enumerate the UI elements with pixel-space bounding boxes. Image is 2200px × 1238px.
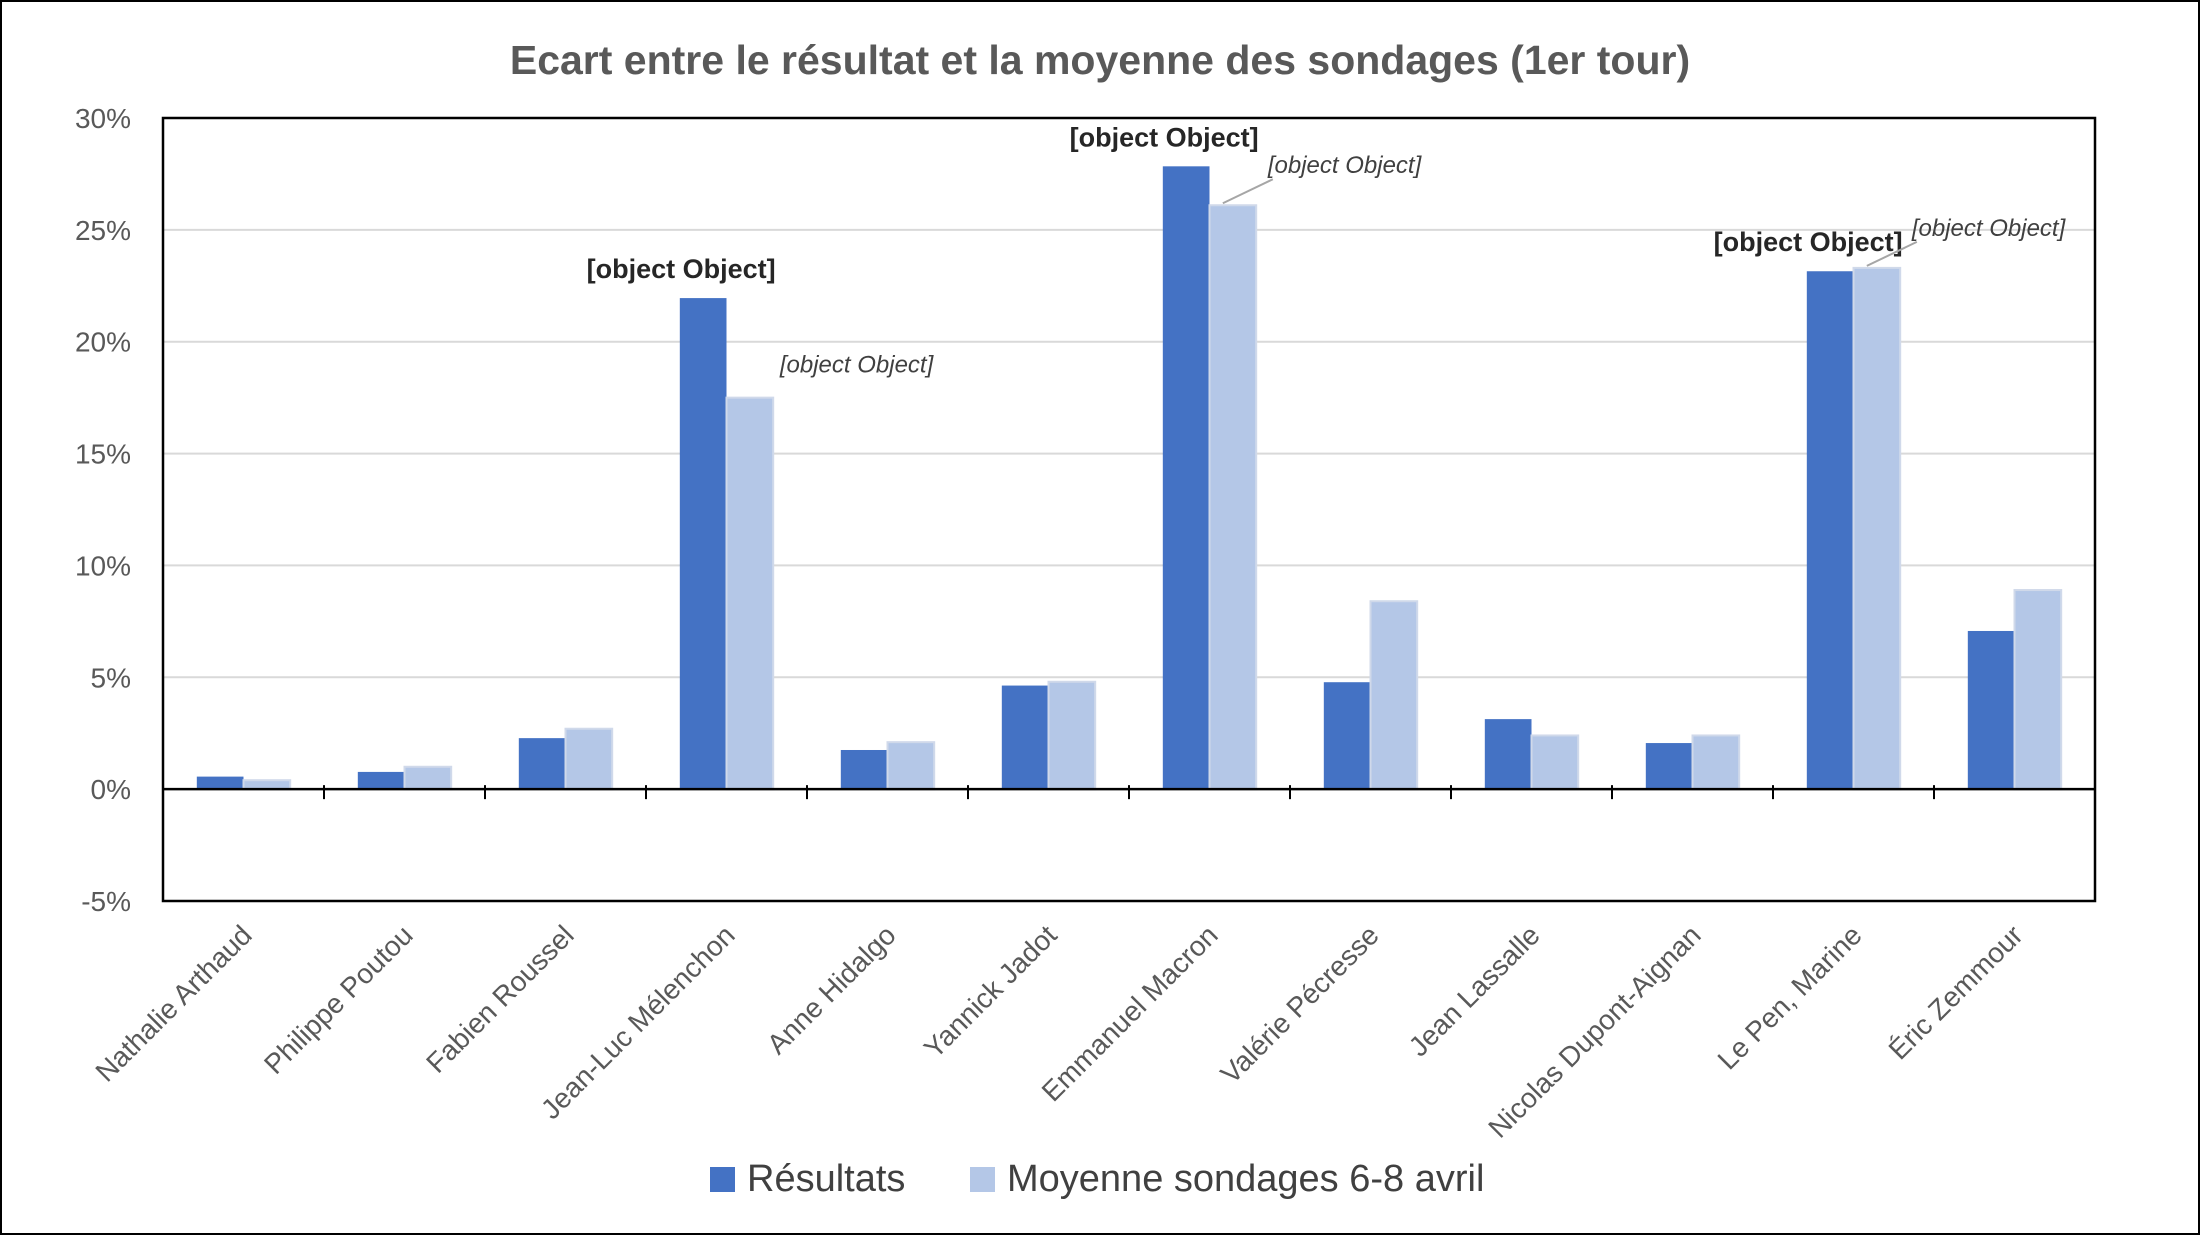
- data-label: [object Object]: [1070, 122, 1259, 152]
- x-tick-label: Philippe Poutou: [258, 919, 419, 1080]
- y-tick-label: -5%: [81, 886, 131, 917]
- bar-moyenne: [242, 779, 292, 791]
- bar-moyenne: [2013, 589, 2063, 791]
- y-tick-label: 30%: [75, 103, 131, 134]
- y-tick-label: 10%: [75, 550, 131, 581]
- bar-resultat: [1484, 719, 1532, 790]
- x-tick-label: Fabien Roussel: [420, 919, 579, 1078]
- x-tick-label: Éric Zemmour: [1883, 919, 2029, 1065]
- bar-resultat: [357, 771, 405, 790]
- bar-moyenne: [1852, 266, 1902, 791]
- bar-moyenne: [1369, 600, 1419, 791]
- bar-moyenne: [403, 765, 453, 791]
- bar-moyenne: [725, 396, 775, 791]
- bar-resultat: [1645, 743, 1693, 790]
- y-tick-label: 15%: [75, 439, 131, 470]
- leader-line: [1866, 240, 1918, 267]
- bar-resultat: [840, 749, 888, 790]
- bar-moyenne: [1530, 734, 1580, 791]
- y-tick-label: 20%: [75, 327, 131, 358]
- y-tick-label: 25%: [75, 215, 131, 246]
- x-tick-label: Yannick Jadot: [918, 919, 1063, 1064]
- legend-label: Moyenne sondages 6-8 avril: [1007, 1158, 1484, 1200]
- data-label: [object Object]: [1714, 227, 1903, 257]
- bar-moyenne: [564, 727, 614, 791]
- data-label: [object Object]: [587, 254, 776, 284]
- legend-swatch: [970, 1167, 995, 1192]
- plot-area-border: [161, 116, 2097, 903]
- leader-line: [1222, 178, 1274, 205]
- bar-resultat: [518, 738, 566, 790]
- bar-resultat: [1162, 166, 1210, 790]
- bar-resultat: [1001, 685, 1049, 790]
- x-tick-label: Le Pen, Marine: [1712, 919, 1868, 1075]
- data-label: [object Object]: [779, 352, 935, 379]
- x-tick-label: Anne Hidalgo: [761, 919, 902, 1060]
- legend-swatch: [710, 1167, 735, 1192]
- x-tick-label: Jean Lassalle: [1403, 919, 1546, 1062]
- bar-resultat: [1806, 271, 1854, 790]
- y-tick-label: 5%: [91, 662, 131, 693]
- bar-moyenne: [1691, 734, 1741, 791]
- x-tick-label: Nathalie Arthaud: [89, 919, 257, 1087]
- bar-resultat: [679, 298, 727, 790]
- legend-label: Résultats: [747, 1158, 905, 1200]
- bar-moyenne: [886, 741, 936, 791]
- bar-resultat: [1967, 630, 2015, 790]
- y-tick-label: 0%: [91, 774, 131, 805]
- data-label: [object Object]: [1267, 152, 1423, 179]
- bar-resultat: [196, 776, 244, 790]
- chart-title: Ecart entre le résultat et la moyenne de…: [510, 37, 1690, 83]
- bar-moyenne: [1047, 680, 1097, 791]
- bar-resultat: [1323, 682, 1371, 790]
- data-label: [object Object]: [1911, 215, 2067, 242]
- bar-moyenne: [1208, 204, 1258, 791]
- x-tick-label: Valérie Pécresse: [1215, 919, 1385, 1089]
- x-tick-label: Emmanuel Macron: [1036, 919, 1224, 1107]
